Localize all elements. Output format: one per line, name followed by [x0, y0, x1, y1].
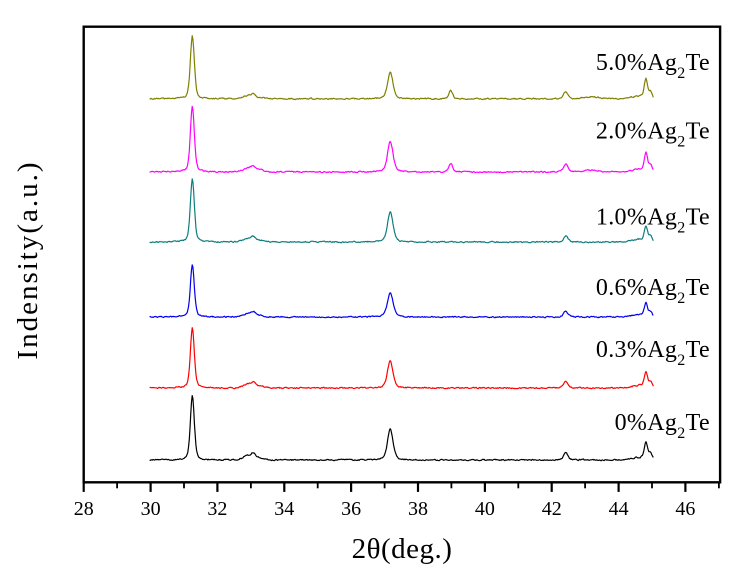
svg-text:46: 46	[675, 498, 695, 520]
svg-text:2θ(deg.): 2θ(deg.)	[352, 533, 453, 565]
svg-text:42: 42	[542, 498, 562, 520]
svg-text:30: 30	[141, 498, 161, 520]
svg-text:40: 40	[475, 498, 495, 520]
svg-text:36: 36	[341, 498, 361, 520]
svg-text:38: 38	[408, 498, 428, 520]
svg-text:Indensity(a.u.): Indensity(a.u.)	[12, 160, 44, 359]
svg-text:44: 44	[609, 498, 629, 520]
svg-text:28: 28	[74, 498, 94, 520]
svg-text:32: 32	[207, 498, 227, 520]
svg-text:34: 34	[274, 498, 294, 520]
